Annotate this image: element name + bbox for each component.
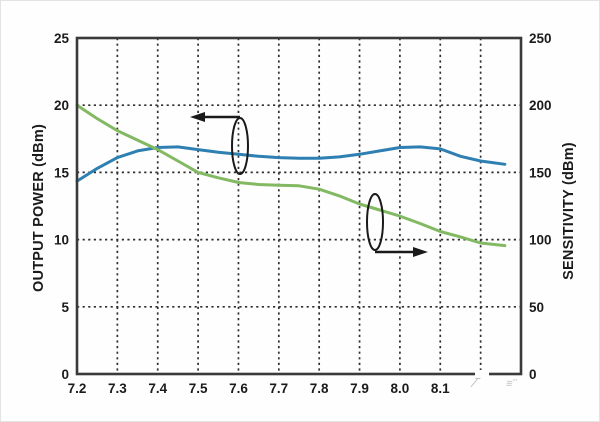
callout-ellipse — [231, 117, 249, 175]
x-tick-label: 7.3 — [108, 381, 127, 396]
plot-border — [75, 36, 523, 378]
x-tick-label: 7.5 — [189, 381, 208, 396]
axis-callout-annotations — [190, 112, 428, 257]
y-right-tick-label: 150 — [529, 165, 552, 180]
output-power-curve — [75, 145, 507, 183]
y-left-tick-label: 25 — [54, 31, 70, 46]
gridlines — [77, 38, 521, 374]
x-tick-label: 7.2 — [68, 381, 87, 396]
y-right-axis-title: SENSITIVITY (dBm) — [561, 142, 577, 280]
y-right-tick-label: 250 — [529, 31, 552, 46]
y-left-axis-title: OUTPUT POWER (dBm) — [31, 124, 47, 292]
y-left-tick-label: 20 — [54, 98, 69, 113]
data-curves — [75, 103, 507, 248]
output-power-axis-callout — [190, 112, 249, 175]
y-left-tick-label: 10 — [54, 233, 69, 248]
callout-ellipse — [366, 193, 384, 251]
y-left-tick-label: 5 — [61, 300, 69, 315]
y-right-tick-label: 50 — [529, 300, 544, 315]
y-left-tick-label: 15 — [54, 165, 70, 180]
x-tick-label: 7.6 — [229, 381, 248, 396]
border-gap — [475, 370, 489, 378]
y-right-tick-label: 0 — [529, 367, 537, 382]
x-tick-label: 8.0 — [391, 381, 410, 396]
x-tick-label: 7.8 — [310, 381, 329, 396]
x-tick-label: 7.4 — [148, 381, 167, 396]
y-right-tick-label: 100 — [529, 233, 552, 248]
plot-border-rect — [75, 36, 523, 376]
x-tick-label: 7.7 — [269, 381, 288, 396]
sensitivity-curve — [75, 103, 507, 248]
tick-labels: 7.2 7.3 7.4 7.5 7.6 7.7 7.8 7.9 8.0 8.12520151050… — [54, 31, 552, 396]
y-right-tick-label: 200 — [529, 98, 552, 113]
x-tick-label: 7.9 — [350, 381, 369, 396]
arrowhead-icon — [190, 112, 205, 122]
y-left-tick-label: 0 — [61, 367, 69, 382]
arrowhead-icon — [413, 247, 428, 257]
sensitivity-axis-callout — [366, 193, 428, 257]
x-tick-label: 8.1 — [431, 381, 450, 396]
